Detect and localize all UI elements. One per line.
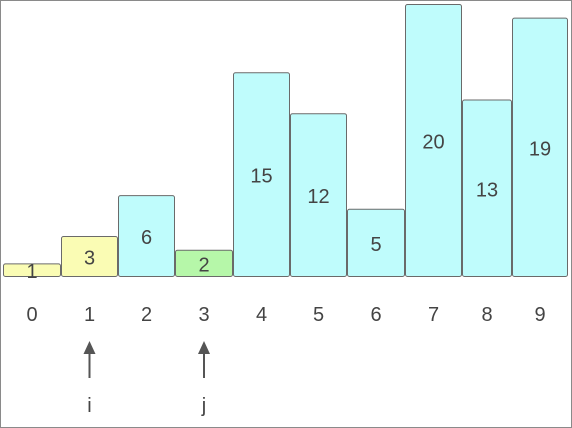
index-label-6: 6 [370,304,381,326]
bar-8: 13 [462,99,512,277]
bar-7: 20 [405,4,462,277]
bar-value-label-6: 5 [370,234,381,256]
bar-rect-1 [61,236,118,278]
bar-1: 3 [61,236,118,278]
bar-value-label-9: 19 [529,138,551,160]
bar-rect-3 [175,249,233,277]
bar-rect-9 [512,17,568,278]
index-labels: 0 1 2 3 4 5 6 7 8 9 [26,304,545,326]
index-label-7: 7 [428,304,439,326]
bar-rect-4 [233,72,290,277]
bar-value-label-1: 3 [84,248,95,270]
arrowhead-icon [83,341,96,354]
bar-4: 15 [233,72,290,277]
bar-9: 19 [512,17,568,278]
pointer-label-i: i [87,395,91,417]
bar-2: 6 [118,195,175,278]
bar-value-label-2: 6 [141,227,152,249]
bar-rect-7 [405,4,462,277]
bar-value-label-8: 13 [476,179,498,201]
index-label-5: 5 [313,304,324,326]
bar-rect-8 [462,99,512,277]
bar-rect-5 [290,113,347,277]
pointer-i: i [83,341,96,417]
bar-rect-0 [3,263,61,278]
index-label-2: 2 [141,304,152,326]
index-label-0: 0 [26,304,37,326]
bar-rect-6 [347,208,405,277]
arrowhead-icon [198,341,210,354]
index-label-9: 9 [534,304,545,326]
bar-value-label-3: 2 [198,254,209,276]
index-label-4: 4 [256,304,267,326]
index-label-8: 8 [481,304,492,326]
bar-value-label-7: 20 [422,132,444,154]
pointer-label-j: j [201,395,206,417]
bar-rect-2 [118,195,175,278]
pointer-j: j [198,341,210,417]
index-label-1: 1 [84,304,95,326]
index-label-3: 3 [198,304,209,326]
bar-value-label-5: 12 [307,186,329,208]
bar-value-label-0: 1 [26,261,37,283]
bar-3: 2 [175,249,233,277]
bar-5: 12 [290,113,347,277]
bar-6: 5 [347,208,405,277]
bar-0: 1 [3,261,61,283]
bar-value-label-4: 15 [250,166,272,188]
